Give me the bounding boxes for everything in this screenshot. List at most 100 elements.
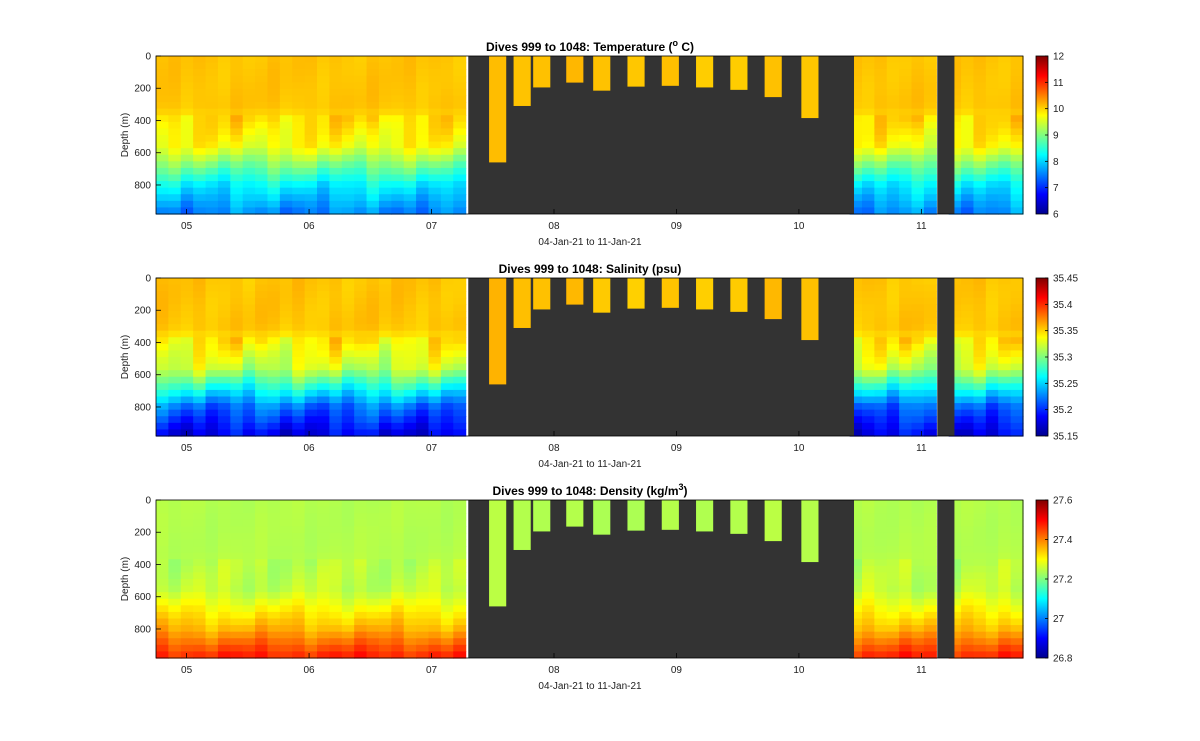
data-gap [937, 56, 955, 214]
field-cell [255, 513, 269, 521]
field-cell [354, 625, 368, 633]
field-cell [267, 194, 281, 202]
field-cell [985, 618, 999, 626]
field-cell [416, 396, 430, 404]
field-cell [998, 154, 1012, 162]
field-cell [378, 82, 392, 90]
field-cell [948, 291, 962, 299]
field-cell [961, 625, 975, 633]
field-cell [1010, 337, 1024, 345]
field-cell [985, 108, 999, 116]
field-cell [230, 194, 244, 202]
field-cell [1010, 75, 1024, 83]
field-cell [391, 579, 405, 587]
field-cell [973, 56, 987, 64]
field-cell [193, 75, 207, 83]
field-cell [428, 552, 442, 560]
field-cell [973, 108, 987, 116]
field-cell [230, 579, 244, 587]
field-cell [193, 539, 207, 547]
field-cell [168, 552, 182, 560]
field-cell [899, 416, 913, 424]
field-cell [329, 154, 343, 162]
field-cell [341, 618, 355, 626]
field-cell [973, 513, 987, 521]
field-cell [428, 631, 442, 639]
field-cell [948, 396, 962, 404]
field-cell [440, 207, 454, 215]
field-cell [428, 572, 442, 580]
field-cell [329, 638, 343, 646]
field-cell [230, 396, 244, 404]
field-cell [973, 572, 987, 580]
field-cell [242, 69, 256, 77]
field-cell [998, 187, 1012, 195]
field-cell [217, 526, 231, 534]
field-cell [354, 389, 368, 398]
field-cell [416, 350, 430, 358]
field-cell [985, 187, 999, 195]
field-cell [874, 376, 888, 384]
field-cell [391, 631, 405, 639]
field-cell [180, 383, 194, 391]
field-cell [403, 363, 417, 371]
field-cell [923, 422, 937, 431]
field-cell [1010, 121, 1024, 130]
field-cell [403, 167, 417, 176]
field-cell [168, 69, 182, 77]
field-cell [849, 638, 863, 646]
field-cell [961, 337, 975, 345]
field-cell [998, 383, 1012, 391]
field-cell [923, 121, 937, 130]
field-cell [168, 605, 182, 613]
field-cell [242, 317, 256, 325]
field-cell [341, 422, 355, 431]
field-cell [168, 174, 182, 182]
field-cell [899, 644, 913, 653]
field-cell [961, 121, 975, 130]
field-cell [985, 75, 999, 83]
field-cell [998, 148, 1012, 156]
field-cell [279, 324, 293, 332]
field-cell [329, 422, 343, 431]
field-cell [341, 174, 355, 182]
field-cell [453, 141, 467, 149]
field-cell [923, 324, 937, 332]
field-cell [403, 585, 417, 593]
field-cell [242, 605, 256, 613]
field-cell [329, 337, 343, 345]
field-cell [317, 310, 330, 319]
field-cell [453, 409, 467, 417]
field-cell [304, 429, 318, 437]
field-cell [267, 278, 281, 286]
field-cell [391, 174, 405, 182]
field-cell [861, 559, 875, 567]
field-cell [403, 409, 417, 417]
field-cell [948, 343, 962, 352]
field-cell [998, 625, 1012, 633]
field-cell [317, 376, 330, 384]
field-cell [230, 651, 244, 659]
field-cell [304, 297, 318, 305]
field-cell [985, 552, 999, 560]
field-cell [886, 598, 900, 606]
field-cell [874, 337, 888, 345]
field-cell [267, 135, 281, 143]
field-cell [391, 108, 405, 116]
field-cell [292, 181, 306, 189]
field-cell [1010, 506, 1024, 514]
field-cell [366, 526, 380, 534]
field-cell [973, 297, 987, 305]
field-cell [156, 135, 169, 143]
field-cell [292, 69, 306, 77]
field-cell [861, 403, 875, 411]
field-cell [354, 135, 368, 143]
field-cell [354, 82, 368, 90]
field-cell [329, 62, 343, 70]
field-cell [279, 161, 293, 169]
field-cell [317, 115, 330, 123]
field-cell [961, 598, 975, 606]
field-cell [453, 552, 467, 560]
field-cell [205, 167, 219, 176]
field-cell [416, 389, 430, 398]
